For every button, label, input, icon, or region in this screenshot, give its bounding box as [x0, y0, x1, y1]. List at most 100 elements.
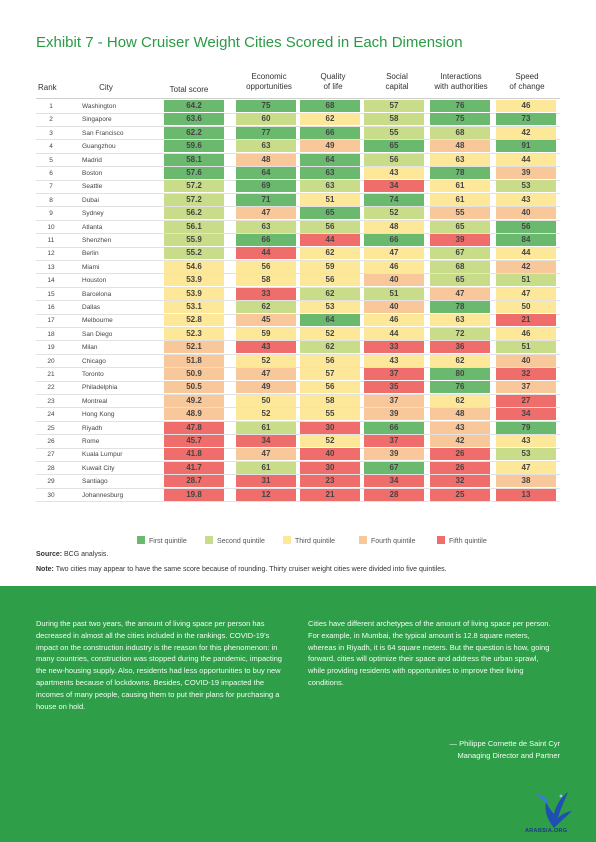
dimension-score-cell: 48 [364, 220, 424, 233]
dimension-score-cell: 40 [496, 354, 556, 367]
dimension-score-cell: 34 [364, 180, 424, 193]
rank-cell: 27 [47, 451, 55, 459]
table-row: 3 San Francisco 62.2 77 66 55 68 42 [36, 126, 560, 140]
table-row: 23 Montreal 49.2 50 58 37 62 27 [36, 394, 560, 408]
dimension-score-cell: 25 [430, 488, 490, 501]
rank-cell: 13 [47, 263, 55, 271]
city-cell: Berlin [82, 250, 99, 258]
header-total-score: Total score [169, 85, 209, 94]
total-score-cell: 41.8 [164, 448, 224, 461]
note-line: Note: Two cities may appear to have the … [36, 566, 447, 573]
total-score-cell: 59.6 [164, 140, 224, 153]
dimension-score-cell: 51 [496, 274, 556, 287]
dimension-score-cell: 40 [364, 301, 424, 313]
dimension-score-cell: 61 [430, 180, 490, 193]
row-divider [36, 286, 560, 288]
note-label: Note: [36, 566, 54, 573]
city-cell: Guangzhou [82, 143, 116, 151]
total-score-cell: 50.5 [164, 381, 224, 394]
dimension-score-cell: 66 [300, 126, 360, 139]
dimension-score-cell: 39 [364, 448, 424, 461]
dimension-score-cell: 68 [430, 260, 490, 273]
city-cell: Singapore [82, 116, 112, 124]
dimension-score-cell: 40 [300, 448, 360, 461]
legend-label: First quintile [149, 538, 187, 545]
city-cell: Dallas [82, 304, 101, 311]
dimension-score-cell: 53 [496, 180, 556, 193]
table-row: 29 Santiago 28.7 31 23 34 32 38 [36, 475, 560, 489]
table-row: 4 Guangzhou 59.6 63 49 65 48 91 [36, 140, 560, 154]
row-divider [36, 367, 560, 368]
dimension-score-cell: 39 [430, 234, 490, 246]
dimension-score-cell: 78 [430, 167, 490, 179]
rank-cell: 9 [49, 210, 53, 218]
dimension-score-cell: 67 [364, 461, 424, 474]
dimension-score-cell: 66 [364, 421, 424, 434]
legend-swatch [283, 536, 291, 544]
dimension-score-cell: 62 [300, 287, 360, 300]
dimension-score-cell: 35 [364, 381, 424, 394]
table-row: 13 Miami 54.6 56 59 46 68 42 [36, 260, 560, 274]
total-score-cell: 58.1 [164, 153, 224, 166]
dimension-score-cell: 52 [364, 207, 424, 220]
dimension-score-cell: 58 [300, 394, 360, 407]
rank-cell: 3 [49, 129, 53, 137]
dimension-score-cell: 84 [496, 234, 556, 246]
dimension-score-cell: 43 [364, 354, 424, 367]
source-line: Source: BCG analysis. [36, 551, 108, 558]
row-divider [36, 420, 560, 422]
rank-cell: 30 [47, 491, 55, 499]
dimension-score-cell: 77 [236, 126, 296, 139]
table-row: 24 Hong Kong 48.9 52 55 39 48 34 [36, 408, 560, 422]
table-row: 22 Philadelphia 50.5 49 56 35 76 37 [36, 381, 560, 395]
row-divider [36, 166, 560, 167]
dimension-score-cell: 34 [496, 408, 556, 421]
dimension-score-cell: 47 [430, 287, 490, 300]
legend-label: Second quintile [217, 538, 265, 545]
legend-label: Fifth quintile [449, 538, 487, 545]
legend-swatch [359, 536, 367, 544]
rank-cell: 29 [47, 478, 55, 486]
row-divider [36, 206, 560, 207]
table-row: 19 Milan 52.1 43 62 33 36 51 [36, 341, 560, 355]
table-row: 21 Toronto 50.9 47 57 37 80 32 [36, 368, 560, 382]
row-divider [36, 192, 560, 194]
dimension-score-cell: 56 [300, 220, 360, 233]
dimension-score-cell: 56 [300, 274, 360, 287]
rank-cell: 5 [49, 156, 53, 164]
row-divider [36, 380, 560, 382]
total-score-cell: 19.8 [164, 488, 224, 501]
dimension-score-cell: 61 [430, 193, 490, 206]
dimension-score-cell: 49 [236, 381, 296, 394]
dimension-score-cell: 68 [300, 100, 360, 112]
dimension-score-cell: 75 [236, 100, 296, 112]
dimension-score-cell: 48 [236, 153, 296, 166]
dimension-score-cell: 56 [300, 381, 360, 394]
rank-cell: 12 [47, 250, 55, 258]
row-divider [36, 313, 560, 315]
table-row: 15 Barcelona 53.9 33 62 51 47 47 [36, 287, 560, 301]
dimension-score-cell: 53 [300, 301, 360, 313]
dimension-score-cell: 74 [364, 193, 424, 206]
header-social-capital: Social capital [364, 72, 430, 92]
header-speed-line2: of change [509, 82, 545, 91]
dimension-score-cell: 57 [364, 100, 424, 112]
table-row: 30 Johannesburg 19.8 12 21 28 25 13 [36, 488, 560, 502]
legend-item: Fourth quintile [359, 536, 415, 547]
table-row: 11 Shenzhen 55.9 66 44 66 39 84 [36, 234, 560, 248]
dimension-score-cell: 58 [364, 113, 424, 126]
rank-cell: 18 [47, 330, 55, 338]
dimension-score-cell: 47 [496, 287, 556, 300]
dimension-score-cell: 71 [236, 193, 296, 206]
table-row: 8 Dubai 57.2 71 51 74 61 43 [36, 193, 560, 207]
dimension-score-cell: 52 [300, 435, 360, 447]
dimension-score-cell: 44 [300, 234, 360, 246]
dimension-score-cell: 48 [430, 408, 490, 421]
row-divider [36, 112, 560, 114]
row-divider [36, 259, 560, 261]
header-speed-line1: Speed [515, 72, 539, 81]
dimension-score-cell: 66 [236, 234, 296, 246]
dimension-score-cell: 64 [300, 153, 360, 166]
row-divider [36, 353, 560, 355]
table-row: 7 Seattle 57.2 69 63 34 61 53 [36, 180, 560, 194]
